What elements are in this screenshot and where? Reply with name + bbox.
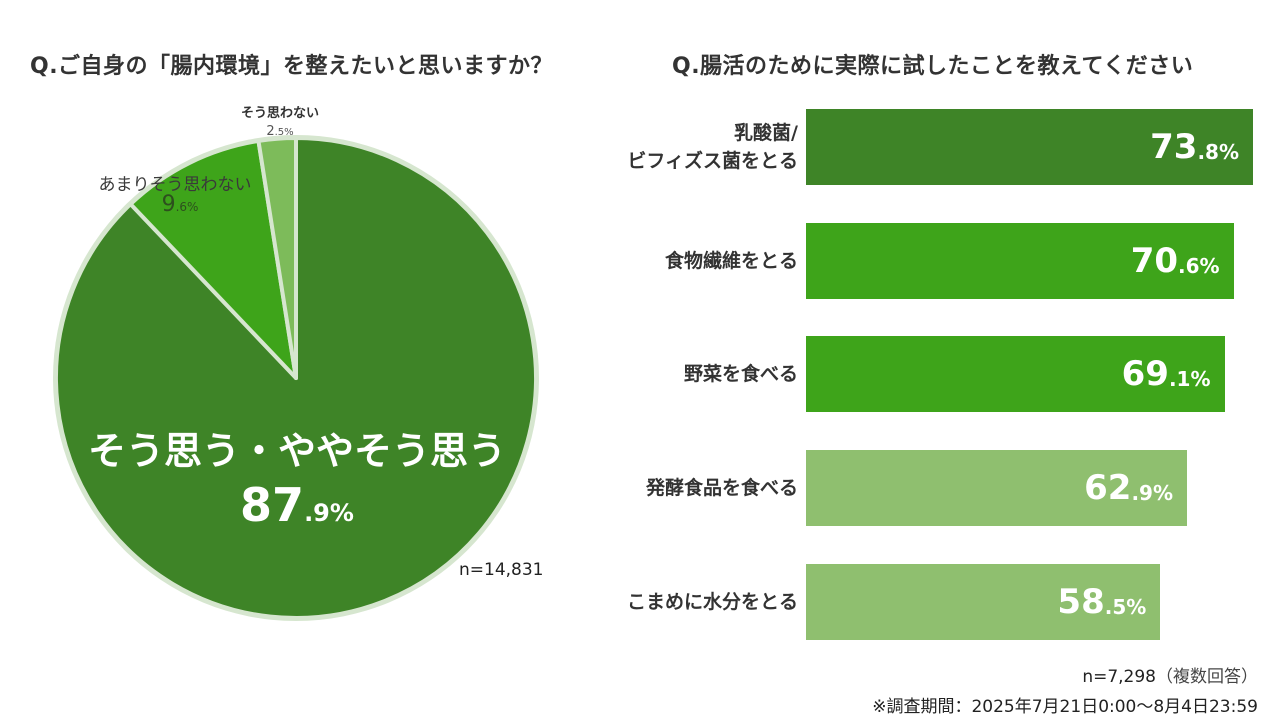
pie-value-agree-dec: .9% [304,499,354,527]
bar-label-line1: 発酵食品を食べる [645,477,798,499]
bar-value-int: 70 [1130,241,1179,281]
bar-label-line1: 食物繊維をとる [664,250,798,272]
pie-slice-disagree [256,135,298,380]
bar-sample-size: n=7,298（複数回答） [1082,662,1258,687]
bar-row: 食物繊維をとる 70.6% [560,223,1280,299]
bar-label-line1: 野菜を食べる [683,363,798,385]
bar-value-dec: .8% [1197,140,1239,164]
pie-label-disagree: そう思わない [240,106,319,121]
pie-value-somewhat-disagree-int: 9 [161,192,176,217]
pie-value-disagree-int: 2 [266,124,275,139]
bar-value-int: 73 [1150,127,1198,167]
bar: 73.8% [806,109,1253,185]
bar-value: 62.9% [1084,450,1173,526]
pie-chart-title: Q.ご自身の「腸内環境」を整えたいと思いますか？ [30,54,554,79]
bar-value: 58.5% [1057,564,1146,640]
bar-label: 食物繊維をとる [665,223,798,299]
pie-value-somewhat-disagree-dec: .6% [175,200,199,214]
bar-label: こまめに水分をとる [627,564,798,640]
bar-sample-note: （複数回答） [1156,667,1258,687]
pie-label-somewhat-disagree: あまりそう思わない [98,175,252,195]
bar-value-int: 58 [1057,582,1105,622]
pie-value-agree: 87.9% [60,478,534,532]
pie-slice-agree [53,136,538,620]
pie-chart [53,135,539,621]
bar-label-line1: 乳酸菌/ [734,122,798,144]
bar-label: 野菜を食べる [684,336,798,412]
bar-row: こまめに水分をとる 58.5% [560,564,1280,640]
survey-period: ※調査期間：2025年7月21日0:00～8月4日23:59 [872,697,1258,717]
bar-value-int: 69 [1121,354,1169,394]
bar: 69.1% [806,336,1225,412]
bar-value-dec: .9% [1131,481,1173,505]
pie-slice-somewhat-disagree [128,138,298,380]
bar-row: 発酵食品を食べる 62.9% [560,450,1280,526]
bar-value: 73.8% [1150,109,1239,185]
bar-value-dec: .6% [1178,254,1220,278]
bar: 58.5% [806,564,1161,640]
bar-value: 69.1% [1122,336,1211,412]
bar-row: 野菜を食べる 69.1% [560,336,1280,412]
bar-value-dec: .1% [1168,367,1211,391]
bar-label-line1: こまめに水分をとる [626,591,798,613]
bar-value-int: 62 [1084,468,1132,508]
bar: 70.6% [806,223,1234,299]
bar: 62.9% [806,450,1187,526]
bar-chart-title: Q.腸活のために実際に試したことを教えてください [672,54,1194,79]
pie-sample-size: n=14,831 [459,560,544,580]
bar-label: 乳酸菌/ ビフィズス菌をとる [627,109,798,185]
bar-value: 70.6% [1131,223,1220,299]
pie-value-agree-int: 87 [240,478,305,532]
pie-value-disagree: 2.5% [250,120,310,139]
bar-label-line2: ビフィズス菌をとる [627,150,798,172]
bar-row: 乳酸菌/ ビフィズス菌をとる 73.8% [560,109,1280,185]
pie-value-somewhat-disagree: 9.6% [140,192,220,217]
bar-value-dec: .5% [1104,595,1147,619]
bar-sample-size-value: n=7,298 [1082,667,1156,687]
pie-label-agree: そう思う・ややそう思う [87,429,506,473]
pie-value-disagree-dec: .5% [274,127,294,138]
bar-label: 発酵食品を食べる [646,450,798,526]
